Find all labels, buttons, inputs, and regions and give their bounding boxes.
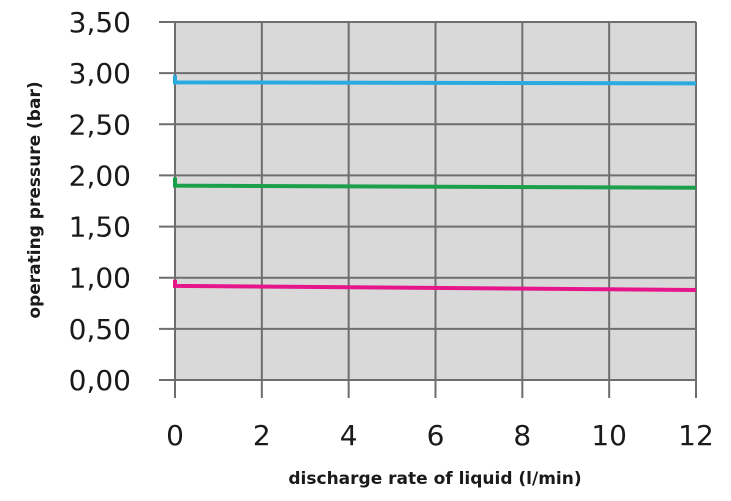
series-line-1 [173,75,697,86]
y-tick-label: 2,50 [69,108,131,141]
x-tick-label: 8 [513,419,531,452]
y-tick-label: 1,50 [69,211,131,244]
x-tick-label: 12 [678,419,714,452]
y-tick-label: 3,00 [69,57,131,90]
y-tick-label: 0,50 [69,313,131,346]
grid [159,21,697,398]
y-axis-title: operating pressure (bar) [25,81,45,318]
x-tick-label: 10 [591,419,627,452]
x-tick-label: 2 [253,419,271,452]
x-tick-label: 0 [166,419,184,452]
y-tick-label: 3,50 [69,6,131,39]
series-layer [173,75,697,292]
y-tick-label: 2,00 [69,159,131,192]
x-axis-title: discharge rate of liquid (l/min) [288,469,581,489]
series-line-2 [173,177,697,190]
y-tick-label: 0,00 [69,364,131,397]
ticks: 0,00 0,50 1,00 1,50 2,00 2,50 3,00 3,50 0 2 4 6 8 10 1… [69,6,714,452]
y-tick-label: 1,00 [69,262,131,295]
x-tick-label: 6 [427,419,445,452]
x-tick-label: 4 [340,419,358,452]
series-line-3 [173,279,697,292]
